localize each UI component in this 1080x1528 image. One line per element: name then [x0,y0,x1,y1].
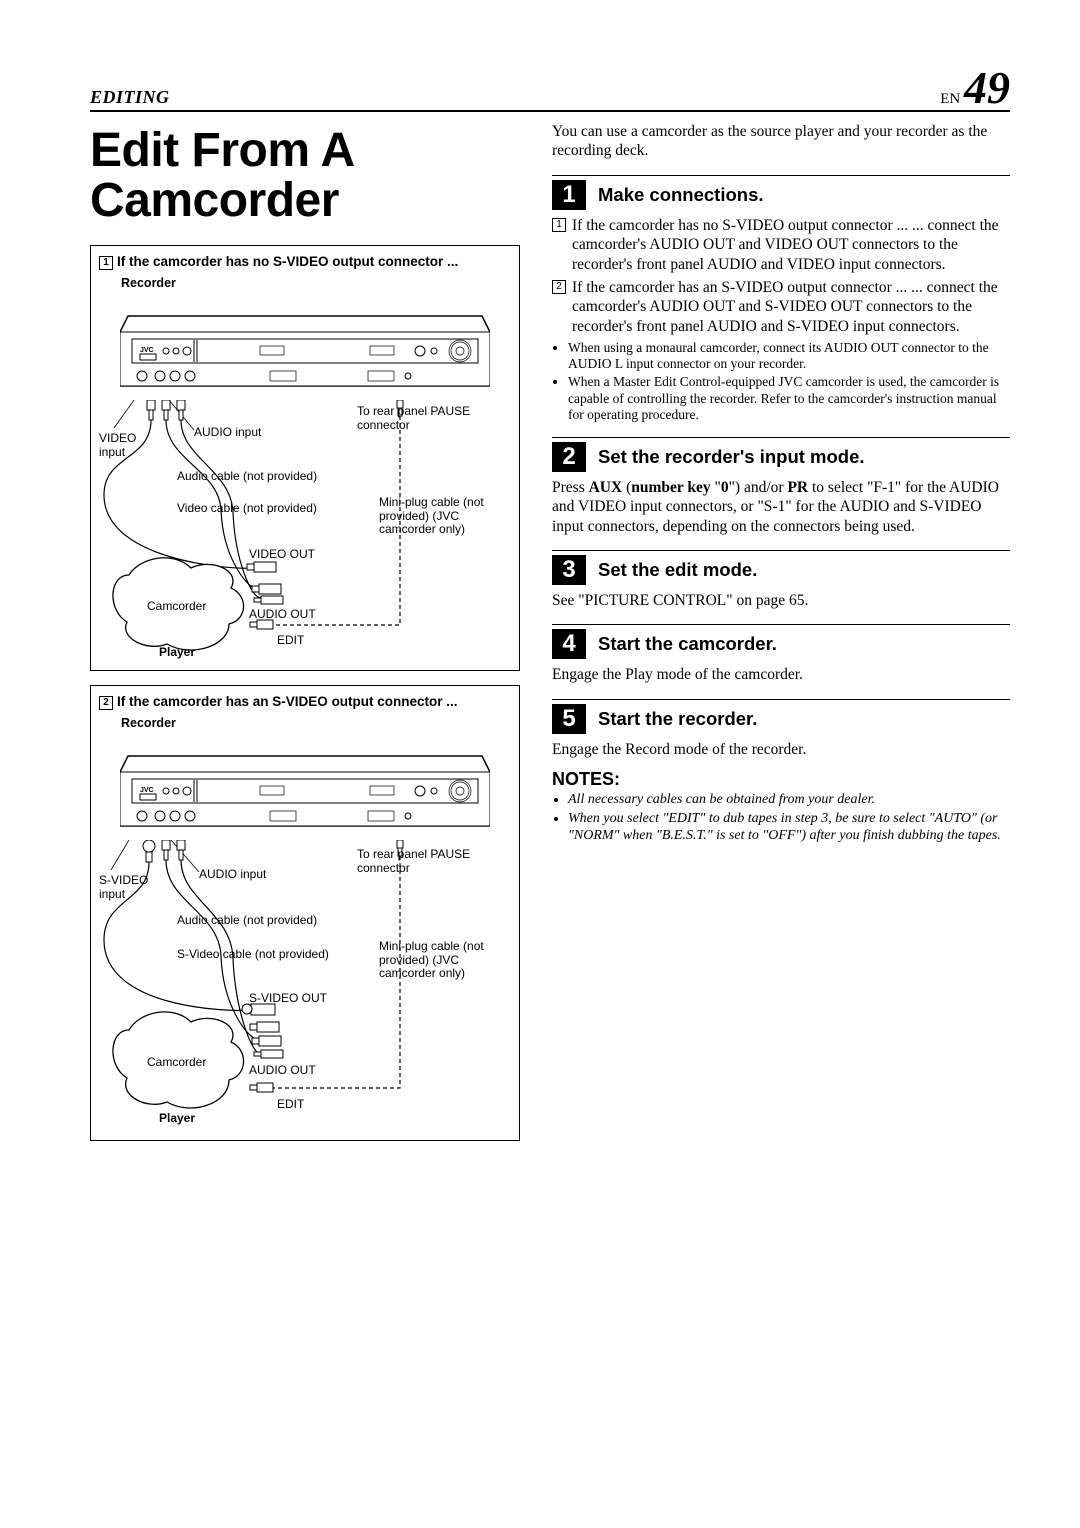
step-5-head: 5 Start the recorder. [552,699,1010,734]
step-4-title: Start the camcorder. [598,633,777,655]
step-5-title: Start the recorder. [598,708,757,730]
miniplug-label-2: Mini-plug cable (not provided) (JVC camc… [379,940,489,981]
step-3-head: 3 Set the edit mode. [552,550,1010,585]
diagram-2-title: 2 If the camcorder has an S-VIDEO output … [99,694,511,710]
lang-code: EN [940,91,960,107]
rear-pause-label-1: To rear panel PAUSE connector [357,405,497,433]
svideo-out-label: S-VIDEO OUT [249,992,327,1006]
player-label-1: Player [159,646,195,660]
step-4-num: 4 [552,629,586,659]
audio-cable-label-1: Audio cable (not provided) [177,470,317,484]
right-column: You can use a camcorder as the source pl… [552,122,1010,1155]
page-num-value: 49 [964,62,1010,113]
wiring-1: VIDEO input AUDIO input To rear panel PA… [99,400,511,660]
recorder-label-1: Recorder [121,276,511,290]
audio-input-label: AUDIO input [194,426,261,440]
page-title: Edit From A Camcorder [90,126,520,227]
columns: Edit From A Camcorder 1 If the camcorder … [90,122,1010,1155]
audio-input-label-2: AUDIO input [199,868,266,882]
header: EDITING EN 49 [90,70,1010,112]
left-column: Edit From A Camcorder 1 If the camcorder … [90,122,520,1155]
step-2-num: 2 [552,442,586,472]
page: EDITING EN 49 Edit From A Camcorder 1 If … [0,0,1080,1528]
step-1-title: Make connections. [598,184,764,206]
video-out-label: VIDEO OUT [249,548,315,562]
step-1-sub-1: 1 If the camcorder has no S-VIDEO output… [552,216,1010,274]
recorder-illustration-1: JVC [120,294,490,394]
diagram-1-title-text: If the camcorder has no S-VIDEO output c… [117,254,458,269]
step-1-bullet-2: When a Master Edit Control-equipped JVC … [568,374,1010,423]
player-label-2: Player [159,1112,195,1126]
audio-out-label-2: AUDIO OUT [249,1064,316,1078]
recorder-illustration-2: JVC [120,734,490,834]
camcorder-label-1: Camcorder [147,600,206,614]
step-4-head: 4 Start the camcorder. [552,624,1010,659]
step-4-body: Engage the Play mode of the camcorder. [552,665,1010,684]
step-1-sub-2: 2 If the camcorder has an S-VIDEO output… [552,278,1010,336]
audio-out-label-1: AUDIO OUT [249,608,316,622]
page-number: EN 49 [940,70,1010,108]
miniplug-label-1: Mini-plug cable (not provided) (JVC camc… [379,496,489,537]
cables-2 [99,840,509,1130]
diagram-1: 1 If the camcorder has no S-VIDEO output … [90,245,520,671]
note-2: When you select "EDIT" to dub tapes in s… [568,811,1010,845]
step-1-bullets: When using a monaural camcorder, connect… [552,340,1010,423]
step-1-head: 1 Make connections. [552,175,1010,210]
camcorder-label-2: Camcorder [147,1056,206,1070]
section-label: EDITING [90,87,170,108]
sub-1-text: If the camcorder has no S-VIDEO output c… [572,216,1010,274]
step-3-num: 3 [552,555,586,585]
step-1-num: 1 [552,180,586,210]
step-2-body: Press AUX (number key "0") and/or PR to … [552,478,1010,536]
step-5-body: Engage the Record mode of the recorder. [552,740,1010,759]
step-5-num: 5 [552,704,586,734]
wiring-2: S-VIDEO input AUDIO input To rear panel … [99,840,511,1130]
rear-pause-label-2: To rear panel PAUSE connector [357,848,497,876]
step-3-title: Set the edit mode. [598,559,757,581]
step-1-bullet-1: When using a monaural camcorder, connect… [568,340,1010,372]
step-2-title: Set the recorder's input mode. [598,446,865,468]
edit-label-2: EDIT [277,1098,304,1112]
notes-heading: NOTES: [552,769,1010,790]
svg-text:JVC: JVC [140,347,154,354]
edit-label-1: EDIT [277,634,304,648]
audio-cable-label-2: Audio cable (not provided) [177,914,317,928]
diagram-2: 2 If the camcorder has an S-VIDEO output … [90,685,520,1141]
sub-2-num: 2 [552,280,566,294]
video-cable-label-1: Video cable (not provided) [177,502,317,516]
box-num-1: 1 [99,256,113,270]
sub-1-num: 1 [552,218,566,232]
svideo-input-label: S-VIDEO input [99,874,159,902]
intro-text: You can use a camcorder as the source pl… [552,122,1010,161]
diagram-2-title-text: If the camcorder has an S-VIDEO output c… [117,694,458,709]
sub-2-text: If the camcorder has an S-VIDEO output c… [572,278,1010,336]
diagram-1-title: 1 If the camcorder has no S-VIDEO output … [99,254,511,270]
step-1-sublist: 1 If the camcorder has no S-VIDEO output… [552,216,1010,336]
step-3-body: See "PICTURE CONTROL" on page 65. [552,591,1010,610]
video-input-label: VIDEO input [99,432,154,460]
note-1: All necessary cables can be obtained fro… [568,792,1010,809]
svg-text:JVC: JVC [140,787,154,794]
notes-list: All necessary cables can be obtained fro… [552,792,1010,844]
svideo-cable-label: S-Video cable (not provided) [177,948,329,962]
step-2-head: 2 Set the recorder's input mode. [552,437,1010,472]
box-num-2: 2 [99,696,113,710]
recorder-label-2: Recorder [121,716,511,730]
